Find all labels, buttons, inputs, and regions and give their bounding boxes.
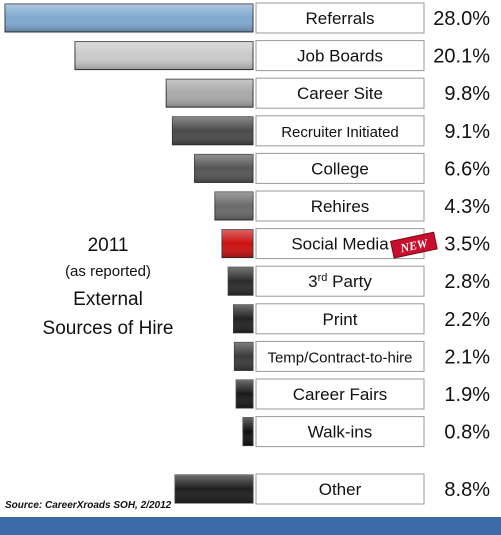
bar-shade-4	[194, 154, 253, 183]
value-label-11: 0.8%	[444, 422, 490, 444]
bar-shade-1	[74, 41, 253, 70]
category-label-12: Other	[319, 480, 362, 499]
value-label-1: 20.1%	[433, 46, 490, 68]
category-box-7	[255, 265, 425, 297]
category-label-5: Rehires	[311, 197, 370, 216]
bar-shade-0	[5, 4, 253, 32]
value-label-0: 28.0%	[433, 8, 490, 30]
bar-shade-9	[234, 342, 253, 371]
category-label-11: Walk-ins	[308, 423, 373, 442]
bar-shade-3	[172, 116, 253, 145]
bar-shade-7	[228, 267, 253, 296]
category-box-8	[255, 303, 425, 335]
category-box-4	[255, 152, 425, 184]
value-label-3: 9.1%	[444, 121, 490, 143]
footer-band	[0, 517, 501, 535]
category-label-3: Recruiter Initiated	[281, 124, 399, 141]
caption-sources-of-hire: Sources of Hire	[42, 318, 174, 339]
category-label-6: Social Media	[291, 235, 389, 254]
caption-external: External	[73, 289, 143, 310]
caption-note: (as reported)	[65, 263, 151, 280]
category-box-1	[255, 40, 425, 72]
category-box-5	[255, 190, 425, 222]
value-label-8: 2.2%	[444, 309, 490, 331]
category-label-1: Job Boards	[297, 47, 383, 66]
caption-year: 2011	[87, 235, 129, 256]
category-box-10	[255, 378, 425, 410]
value-label-7: 2.8%	[444, 271, 490, 293]
value-label-9: 2.1%	[444, 346, 490, 368]
value-label-10: 1.9%	[444, 384, 490, 406]
bar-shade-8	[233, 304, 253, 333]
category-label-0: Referrals	[306, 9, 375, 28]
value-label-2: 9.8%	[444, 83, 490, 105]
new-badge-bg	[390, 231, 438, 259]
value-label-4: 6.6%	[444, 158, 490, 180]
category-box-9	[255, 340, 425, 372]
bar-shade-2	[166, 79, 253, 108]
new-badge: NEW	[390, 231, 438, 259]
category-label-8: Print	[323, 310, 358, 329]
bar-shade-6	[222, 229, 253, 258]
bar-shade-5	[214, 192, 253, 220]
source-note: Source: CareerXroads SOH, 2/2012	[5, 500, 172, 511]
category-box-2	[255, 77, 425, 109]
category-box-0	[255, 2, 425, 34]
value-label-6: 3.5%	[444, 234, 490, 256]
bar-shade-12	[175, 475, 253, 503]
value-label-12: 8.8%	[444, 479, 490, 501]
category-box-3	[255, 115, 425, 147]
bar-shade-11	[243, 417, 253, 446]
category-box-11	[255, 416, 425, 448]
bar-shade-10	[236, 380, 253, 408]
new-badge-text: NEW	[398, 236, 430, 256]
category-label-2: Career Site	[297, 84, 383, 103]
category-label-10: Career Fairs	[293, 385, 387, 404]
bar-chart: Referrals 28.0% Job Boards 20.1% Career Site…	[4, 2, 490, 505]
category-label-7: 3rd Party	[308, 272, 372, 291]
value-label-5: 4.3%	[444, 196, 490, 218]
category-box-12	[255, 473, 425, 505]
category-label-9: Temp/Contract-to-hire	[267, 349, 412, 366]
category-label-4: College	[311, 159, 369, 178]
